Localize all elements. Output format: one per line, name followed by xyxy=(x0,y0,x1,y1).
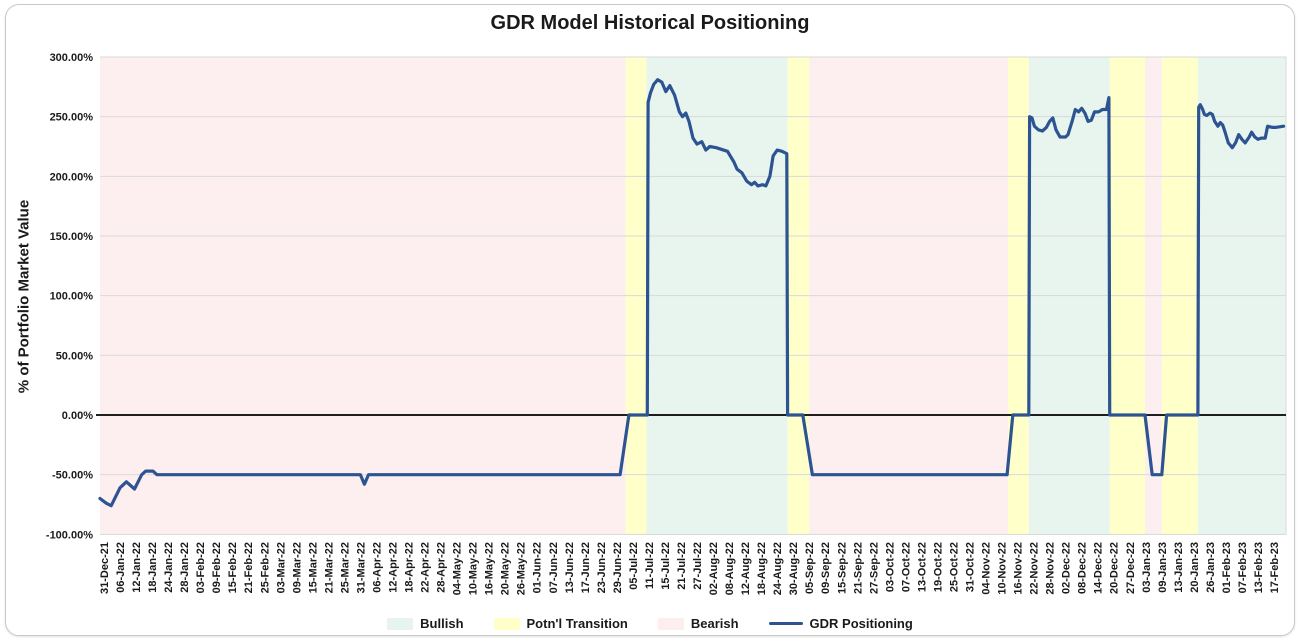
x-tick-label: 16-May-22 xyxy=(484,542,496,595)
x-tick-label: 12-Apr-22 xyxy=(387,542,399,593)
x-tick-label: 07-Jun-22 xyxy=(548,542,560,593)
x-tick-label: 09-Sep-22 xyxy=(820,542,832,594)
x-tick-label: 02-Dec-22 xyxy=(1061,542,1073,594)
x-tick-label: 25-Mar-22 xyxy=(339,542,351,593)
legend-label: Potn'l Transition xyxy=(526,616,628,631)
y-tick-label: -50.00% xyxy=(52,470,93,482)
x-tick-label: 14-Dec-22 xyxy=(1093,542,1105,594)
x-tick-label: 13-Jan-23 xyxy=(1173,542,1185,593)
x-tick-label: 21-Mar-22 xyxy=(323,542,335,593)
bearish-swatch xyxy=(657,617,684,630)
chart-legend: Bullish Potn'l Transition Bearish GDR Po… xyxy=(0,616,1300,631)
x-tick-label: 29-Jun-22 xyxy=(612,542,624,593)
x-tick-label: 17-Feb-23 xyxy=(1269,542,1281,593)
x-tick-label: 03-Mar-22 xyxy=(275,542,287,593)
y-tick-label: 300.00% xyxy=(50,52,94,64)
x-tick-label: 27-Dec-22 xyxy=(1125,542,1137,594)
x-tick-label: 01-Jun-22 xyxy=(532,542,544,593)
x-tick-label: 15-Sep-22 xyxy=(836,542,848,594)
legend-label: Bearish xyxy=(690,616,739,631)
x-tick-label: 10-Nov-22 xyxy=(997,542,1009,595)
x-tick-label: 28-Apr-22 xyxy=(436,542,448,593)
y-tick-label: 200.00% xyxy=(50,171,94,183)
x-tick-label: 20-May-22 xyxy=(500,542,512,595)
x-tick-label: 31-Mar-22 xyxy=(355,542,367,593)
x-tick-label: 15-Mar-22 xyxy=(307,542,319,593)
x-tick-label: 06-Jan-22 xyxy=(115,542,127,593)
x-tick-label: 05-Jul-22 xyxy=(628,542,640,590)
gdr-line-swatch xyxy=(768,621,803,626)
x-tick-label: 13-Oct-22 xyxy=(916,542,928,592)
x-tick-label: 21-Feb-22 xyxy=(243,542,255,593)
x-tick-label: 09-Mar-22 xyxy=(291,542,303,593)
x-tick-label: 27-Jul-22 xyxy=(692,542,704,590)
x-tick-label: 20-Dec-22 xyxy=(1109,542,1121,594)
x-tick-label: 18-Jan-22 xyxy=(147,542,159,593)
y-tick-label: 100.00% xyxy=(50,291,94,303)
x-tick-label: 15-Feb-22 xyxy=(227,542,239,593)
legend-label: Bullish xyxy=(420,616,464,631)
transition-swatch xyxy=(493,617,520,630)
y-tick-label: 250.00% xyxy=(50,112,94,124)
legend-label: GDR Positioning xyxy=(809,616,913,631)
x-tick-label: 08-Aug-22 xyxy=(724,542,736,595)
x-tick-label: 12-Aug-22 xyxy=(740,542,752,595)
legend-item-gdr-positioning: GDR Positioning xyxy=(768,616,913,631)
x-tick-label: 07-Feb-23 xyxy=(1237,542,1249,593)
x-tick-label: 04-Nov-22 xyxy=(981,542,993,595)
chart-title: GDR Model Historical Positioning xyxy=(490,12,810,34)
x-tick-label: 30-Aug-22 xyxy=(788,542,800,595)
x-tick-label: 04-May-22 xyxy=(452,542,464,595)
x-tick-label: 21-Sep-22 xyxy=(852,542,864,594)
bullish-swatch xyxy=(387,617,414,630)
x-tick-label: 17-Jun-22 xyxy=(580,542,592,593)
x-tick-label: 21-Jul-22 xyxy=(676,542,688,590)
x-tick-label: 26-Jan-23 xyxy=(1205,542,1217,593)
x-tick-label: 19-Oct-22 xyxy=(932,542,944,592)
x-tick-label: 09-Feb-22 xyxy=(211,542,223,593)
x-tick-label: 10-May-22 xyxy=(468,542,480,595)
x-tick-label: 12-Jan-22 xyxy=(131,542,143,593)
x-tick-label: 22-Nov-22 xyxy=(1029,542,1041,595)
x-tick-label: 23-Jun-22 xyxy=(596,542,608,593)
x-tick-label: 15-Jul-22 xyxy=(660,542,672,590)
x-tick-label: 28-Nov-22 xyxy=(1045,542,1057,595)
x-tick-label: 03-Jan-23 xyxy=(1141,542,1153,593)
y-tick-label: 0.00% xyxy=(62,410,93,422)
x-tick-label: 09-Jan-23 xyxy=(1157,542,1169,593)
x-tick-label: 18-Apr-22 xyxy=(404,542,416,593)
x-tick-label: 11-Jul-22 xyxy=(644,542,656,589)
x-tick-label: 02-Aug-22 xyxy=(708,542,720,595)
legend-item-bullish: Bullish xyxy=(387,616,464,631)
x-tick-label: 28-Jan-22 xyxy=(179,542,191,593)
x-tick-label: 31-Oct-22 xyxy=(964,542,976,592)
x-tick-label: 13-Jun-22 xyxy=(564,542,576,593)
legend-item-bearish: Bearish xyxy=(657,616,739,631)
x-tick-label: 07-Oct-22 xyxy=(900,542,912,592)
x-tick-label: 25-Feb-22 xyxy=(259,542,271,593)
x-tick-label: 25-Oct-22 xyxy=(948,542,960,592)
x-tick-label: 24-Jan-22 xyxy=(163,542,175,593)
x-tick-label: 16-Nov-22 xyxy=(1013,542,1025,595)
x-tick-label: 01-Feb-23 xyxy=(1221,542,1233,593)
x-tick-label: 08-Dec-22 xyxy=(1077,542,1089,594)
x-tick-label: 06-Apr-22 xyxy=(371,542,383,593)
x-tick-label: 05-Sep-22 xyxy=(804,542,816,594)
legend-item-transition: Potn'l Transition xyxy=(493,616,628,631)
y-tick-label: 50.00% xyxy=(56,350,94,362)
x-tick-label: 20-Jan-23 xyxy=(1189,542,1201,593)
x-tick-label: 27-Sep-22 xyxy=(868,542,880,594)
x-tick-label: 24-Aug-22 xyxy=(772,542,784,595)
series-line-gdr-positioning xyxy=(98,78,1286,508)
x-tick-label: 03-Feb-22 xyxy=(195,542,207,593)
x-tick-label: 03-Oct-22 xyxy=(884,542,896,592)
x-tick-label: 18-Aug-22 xyxy=(756,542,768,595)
x-tick-label: 22-Apr-22 xyxy=(420,542,432,593)
y-tick-label: -100.00% xyxy=(46,529,93,541)
x-tick-label: 31-Dec-21 xyxy=(99,542,111,594)
x-tick-label: 13-Feb-23 xyxy=(1253,542,1265,593)
x-tick-label: 26-May-22 xyxy=(516,542,528,595)
y-tick-label: 150.00% xyxy=(50,231,94,243)
